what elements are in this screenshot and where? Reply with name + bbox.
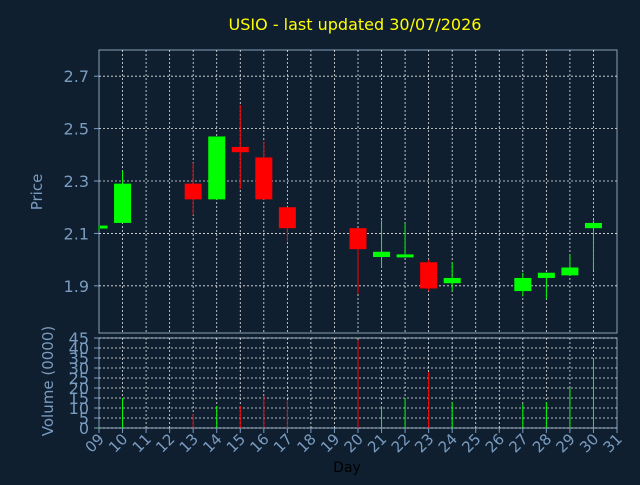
x-tick-label: 14 — [199, 430, 225, 456]
candle-14 — [208, 136, 226, 200]
x-tick-label: 11 — [129, 430, 155, 456]
x-tick-label: 16 — [246, 430, 272, 456]
candle-body — [396, 254, 414, 258]
x-tick-label: 28 — [529, 430, 555, 456]
candle-body — [373, 251, 391, 258]
volume-axis-label: Volume (0000) — [39, 326, 57, 436]
volume-tick-label: 35 — [69, 349, 89, 368]
x-tick-label: 30 — [576, 430, 602, 456]
price-tick-label: 2.7 — [64, 67, 89, 86]
candle-17 — [278, 207, 296, 242]
candle-23 — [420, 259, 438, 292]
volume-tick-label: 40 — [69, 339, 89, 358]
volume-tick-label: 0 — [79, 419, 89, 438]
x-tick-label: 10 — [105, 430, 131, 456]
candle-28 — [537, 272, 555, 299]
candle-body — [100, 225, 108, 229]
price-axis-label: Price — [28, 174, 46, 211]
candle-body — [114, 183, 132, 223]
volume-tick-label: 30 — [69, 359, 89, 378]
candle-15 — [231, 105, 249, 189]
candle-body — [561, 267, 579, 276]
price-tick-label: 2.1 — [64, 224, 89, 243]
x-tick-label: 24 — [435, 430, 461, 456]
volume-tick-label: 5 — [79, 409, 89, 428]
price-tick-label: 2.5 — [64, 120, 89, 139]
x-tick-label: 25 — [458, 430, 484, 456]
candle-body — [208, 136, 226, 200]
candle-body — [537, 272, 555, 278]
volume-tick-label: 45 — [69, 329, 89, 348]
x-tick-label: 18 — [294, 430, 320, 456]
candle-body — [349, 228, 367, 250]
candle-24 — [443, 262, 461, 292]
x-tick-label: 15 — [223, 430, 249, 456]
candle-body — [420, 262, 438, 289]
candle-10 — [114, 170, 132, 223]
chart-title: USIO - last updated 30/07/2026 — [229, 15, 482, 34]
volume-tick-label: 10 — [69, 399, 89, 418]
x-axis-label: Day — [333, 460, 361, 476]
x-tick-label: 17 — [270, 430, 296, 456]
candle-29 — [561, 254, 579, 276]
x-tick-label: 19 — [317, 430, 343, 456]
candle-body — [514, 277, 532, 292]
candle-body — [278, 207, 296, 229]
x-tick-label: 12 — [152, 430, 178, 456]
candle-body — [184, 183, 202, 200]
x-tick-label: 21 — [364, 430, 390, 456]
x-tick-label: 23 — [411, 430, 437, 456]
candle-21 — [373, 220, 391, 268]
candle-body — [443, 277, 461, 284]
price-tick-label: 2.3 — [64, 172, 89, 191]
x-tick-label: 31 — [600, 430, 626, 456]
x-tick-label: 22 — [388, 430, 414, 456]
candle-9 — [98, 225, 108, 231]
x-tick-label: 20 — [341, 430, 367, 456]
candle-20 — [349, 228, 367, 294]
candle-body — [584, 222, 602, 229]
x-tick-label: 13 — [176, 430, 202, 456]
candle-body — [231, 146, 249, 153]
x-tick-label: 29 — [553, 430, 579, 456]
candle-body — [255, 157, 273, 200]
price-panel: 1.9 2.1 2.3 2.5 2.7 — [64, 49, 618, 334]
candle-22 — [396, 222, 414, 258]
volume-tick-label: 25 — [69, 369, 89, 388]
x-tick-label: 26 — [482, 430, 508, 456]
candle-30 — [584, 220, 602, 271]
volume-tick-label: 15 — [69, 389, 89, 408]
x-tick-label: 27 — [505, 430, 531, 456]
candle-16 — [255, 141, 273, 200]
x-tick-labels: 0910111213141516171819202122232425262728… — [82, 428, 626, 456]
volume-tick-label: 20 — [69, 379, 89, 398]
candle-13 — [184, 162, 202, 216]
price-tick-label: 1.9 — [64, 277, 89, 296]
candle-27 — [514, 272, 532, 297]
